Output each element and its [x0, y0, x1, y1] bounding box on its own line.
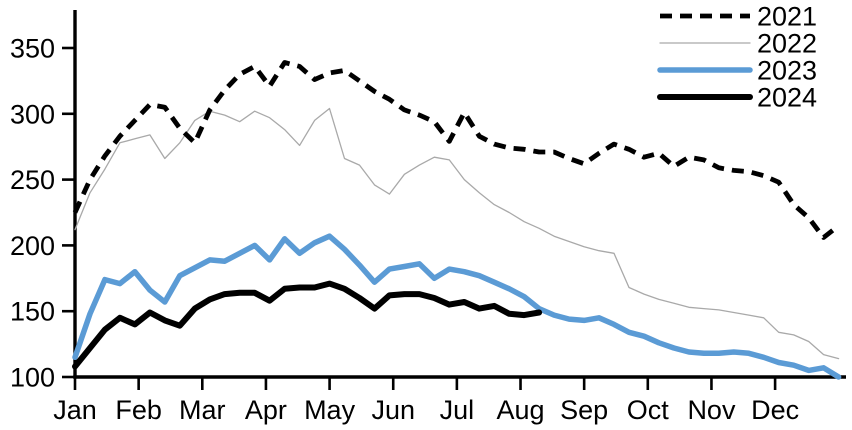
x-tick-label: Feb — [115, 395, 162, 425]
series-2024-line — [72, 280, 543, 370]
y-tick-label: 350 — [10, 34, 55, 64]
y-tick-label: 100 — [10, 363, 55, 393]
y-tick-label: 300 — [10, 99, 55, 129]
x-tick-label: May — [304, 395, 356, 425]
x-tick-label: Mar — [179, 395, 226, 425]
x-tick-label: Apr — [245, 395, 287, 425]
legend-label-2024: 2024 — [757, 83, 817, 113]
series-2022-line — [74, 107, 840, 360]
x-tick-label: Jan — [53, 395, 97, 425]
x-tick-label: Aug — [496, 395, 544, 425]
x-tick-label: Nov — [687, 395, 736, 425]
x-tick-label: Jun — [371, 395, 415, 425]
legend-label-2022: 2022 — [757, 29, 817, 59]
axes — [62, 10, 846, 390]
series-2023-line — [72, 233, 842, 380]
x-tick-label: Jul — [440, 395, 475, 425]
legend-item-2021: 2021 — [660, 2, 817, 32]
axis-labels: 100 150 200 250 300 350 Jan Feb Mar Apr May Jun Jul A… — [10, 34, 799, 426]
x-tick-label: Oct — [627, 395, 670, 425]
y-tick-label: 150 — [10, 297, 55, 327]
y-tick-label: 250 — [10, 165, 55, 195]
x-tick-label: Sep — [560, 395, 608, 425]
legend-item-2023: 2023 — [657, 56, 817, 86]
y-tick-label: 200 — [10, 231, 55, 261]
series-2021-line — [72, 60, 841, 240]
series-lines — [72, 60, 842, 380]
x-tick-label: Dec — [751, 395, 799, 425]
legend-label-2023: 2023 — [757, 56, 817, 86]
legend-label-2021: 2021 — [757, 2, 817, 32]
legend-item-2024: 2024 — [657, 83, 817, 113]
legend-item-2022: 2022 — [659, 29, 817, 59]
